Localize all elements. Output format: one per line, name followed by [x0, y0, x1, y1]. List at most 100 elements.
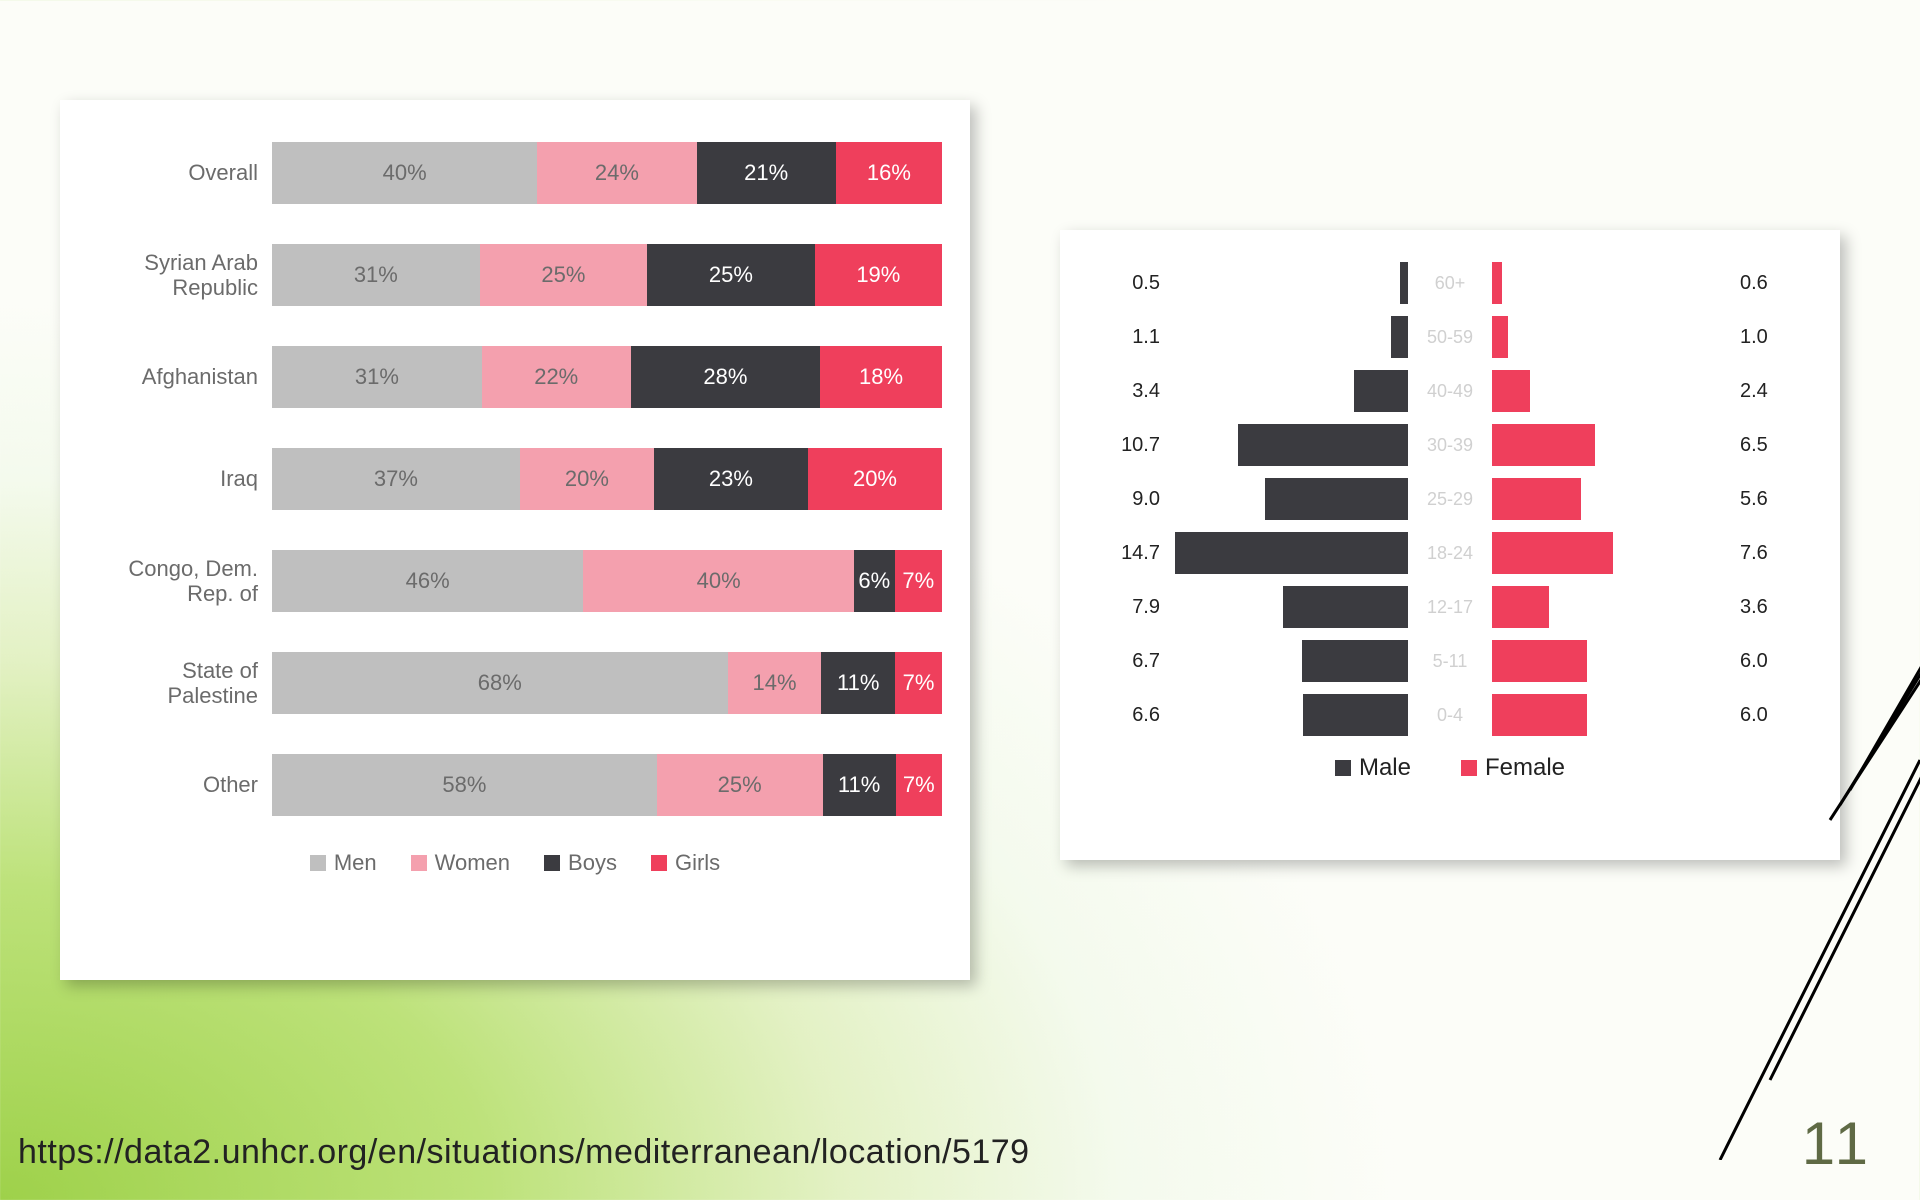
pyramid-panel: 0.560+0.61.150-591.03.440-492.410.730-39… — [1060, 230, 1840, 860]
pyramid-legend: Male Female — [1090, 754, 1810, 782]
legend-label-men: Men — [334, 850, 377, 876]
pyramid-side-male — [1170, 316, 1408, 358]
pyramid-value-male: 9.0 — [1090, 488, 1170, 511]
stacked-bar-segment-men: 58% — [272, 754, 657, 816]
pyramid-value-male: 7.9 — [1090, 596, 1170, 619]
pyramid-value-female: 6.0 — [1730, 650, 1810, 673]
pyramid-legend-swatch-female — [1461, 760, 1477, 776]
pyramid-side-female — [1492, 316, 1730, 358]
pyramid-age-label: 40-49 — [1408, 370, 1492, 412]
stacked-bar-row: Other58%25%11%7% — [88, 748, 942, 822]
stacked-bar-segment-men: 68% — [272, 652, 728, 714]
pyramid-side-male — [1170, 586, 1408, 628]
stacked-bar-row-label: Afghanistan — [88, 364, 272, 389]
stacked-bar-segment-women: 14% — [728, 652, 822, 714]
pyramid-value-male: 6.6 — [1090, 704, 1170, 727]
stacked-bar-segment-girls: 7% — [895, 652, 942, 714]
stacked-bar-segment-men: 46% — [272, 550, 583, 612]
stacked-bar-row-label: Other — [88, 772, 272, 797]
stacked-bar-segment-women: 24% — [537, 142, 696, 204]
pyramid-value-female: 6.0 — [1730, 704, 1810, 727]
stacked-bar-row: Overall40%24%21%16% — [88, 136, 942, 210]
stacked-bar-segment-boys: 11% — [823, 754, 896, 816]
stacked-bar-segment-women: 25% — [480, 244, 648, 306]
legend-item-women: Women — [411, 850, 510, 876]
pyramid-age-label: 50-59 — [1408, 316, 1492, 358]
pyramid-side-female — [1492, 424, 1730, 466]
pyramid-side-female — [1492, 694, 1730, 736]
stacked-bar-segment-women: 22% — [482, 346, 631, 408]
stacked-bar-segment-girls: 7% — [895, 550, 942, 612]
stacked-bar-track: 58%25%11%7% — [272, 754, 942, 816]
stacked-bar-track: 68%14%11%7% — [272, 652, 942, 714]
legend-item-girls: Girls — [651, 850, 720, 876]
pyramid-bar-female — [1492, 478, 1581, 520]
stacked-bar-row-label: Syrian Arab Republic — [88, 250, 272, 301]
pyramid-side-male — [1170, 640, 1408, 682]
pyramid-legend-label-male: Male — [1359, 754, 1411, 782]
pyramid-side-female — [1492, 370, 1730, 412]
pyramid-bar-male — [1400, 262, 1408, 304]
stacked-bar-segment-boys: 11% — [821, 652, 895, 714]
pyramid-age-label: 5-11 — [1408, 640, 1492, 682]
pyramid-row: 14.718-247.6 — [1090, 530, 1810, 576]
stacked-bar-segment-girls: 19% — [815, 244, 942, 306]
pyramid-side-male — [1170, 694, 1408, 736]
pyramid-bar-male — [1238, 424, 1408, 466]
pyramid-value-male: 6.7 — [1090, 650, 1170, 673]
pyramid-bar-female — [1492, 316, 1508, 358]
pyramid-bar-female — [1492, 424, 1595, 466]
legend-item-boys: Boys — [544, 850, 617, 876]
stacked-bar-segment-girls: 18% — [820, 346, 942, 408]
pyramid-side-female — [1492, 262, 1730, 304]
pyramid-bar-male — [1302, 640, 1408, 682]
pyramid-bar-female — [1492, 262, 1502, 304]
pyramid-rows: 0.560+0.61.150-591.03.440-492.410.730-39… — [1090, 260, 1810, 738]
pyramid-value-female: 3.6 — [1730, 596, 1810, 619]
stacked-bar-panel: Overall40%24%21%16% Syrian Arab Republic 3… — [60, 100, 970, 980]
pyramid-legend-label-female: Female — [1485, 754, 1565, 782]
pyramid-row: 6.60-46.0 — [1090, 692, 1810, 738]
legend-label-boys: Boys — [568, 850, 617, 876]
pyramid-side-male — [1170, 262, 1408, 304]
stacked-bar-segment-boys: 21% — [697, 142, 836, 204]
pyramid-bar-female — [1492, 532, 1613, 574]
legend-label-women: Women — [435, 850, 510, 876]
legend-item-men: Men — [310, 850, 377, 876]
pyramid-legend-item-female: Female — [1461, 754, 1565, 782]
pyramid-row: 1.150-591.0 — [1090, 314, 1810, 360]
pyramid-side-male — [1170, 532, 1408, 574]
pyramid-value-female: 5.6 — [1730, 488, 1810, 511]
stacked-bar-segment-men: 40% — [272, 142, 537, 204]
legend-label-girls: Girls — [675, 850, 720, 876]
stacked-bar-segment-women: 40% — [583, 550, 854, 612]
pyramid-bar-male — [1283, 586, 1408, 628]
pyramid-side-female — [1492, 640, 1730, 682]
pyramid-row: 3.440-492.4 — [1090, 368, 1810, 414]
pyramid-legend-swatch-male — [1335, 760, 1351, 776]
pyramid-value-male: 1.1 — [1090, 326, 1170, 349]
pyramid-row: 9.0 25-29 5.6 — [1090, 476, 1810, 522]
pyramid-age-label: 60+ — [1408, 262, 1492, 304]
pyramid-value-male: 10.7 — [1090, 434, 1170, 457]
pyramid-value-male: 0.5 — [1090, 272, 1170, 295]
stacked-bar-row: Syrian Arab Republic31%25%25%19% — [88, 238, 942, 312]
pyramid-value-female: 7.6 — [1730, 542, 1810, 565]
pyramid-bar-male — [1391, 316, 1408, 358]
stacked-bar-segment-women: 25% — [657, 754, 823, 816]
pyramid-age-label: 12-17 — [1408, 586, 1492, 628]
legend-swatch-boys — [544, 855, 560, 871]
stacked-bar-segment-boys: 23% — [654, 448, 808, 510]
stacked-bar-segment-men: 37% — [272, 448, 520, 510]
stacked-bar-row-label: Iraq — [88, 466, 272, 491]
pyramid-bar-male — [1303, 694, 1408, 736]
pyramid-bar-female — [1492, 586, 1549, 628]
stacked-bar-track: 40%24%21%16% — [272, 142, 942, 204]
stacked-bar-rows: Overall40%24%21%16% Syrian Arab Republic 3… — [88, 136, 942, 822]
pyramid-side-male — [1170, 478, 1408, 520]
pyramid-side-male — [1170, 424, 1408, 466]
pyramid-age-label: 25-29 — [1408, 478, 1492, 520]
stacked-bar-segment-girls: 20% — [808, 448, 942, 510]
page-number: 11 — [1802, 1109, 1872, 1178]
stacked-bar-segment-girls: 16% — [836, 142, 942, 204]
